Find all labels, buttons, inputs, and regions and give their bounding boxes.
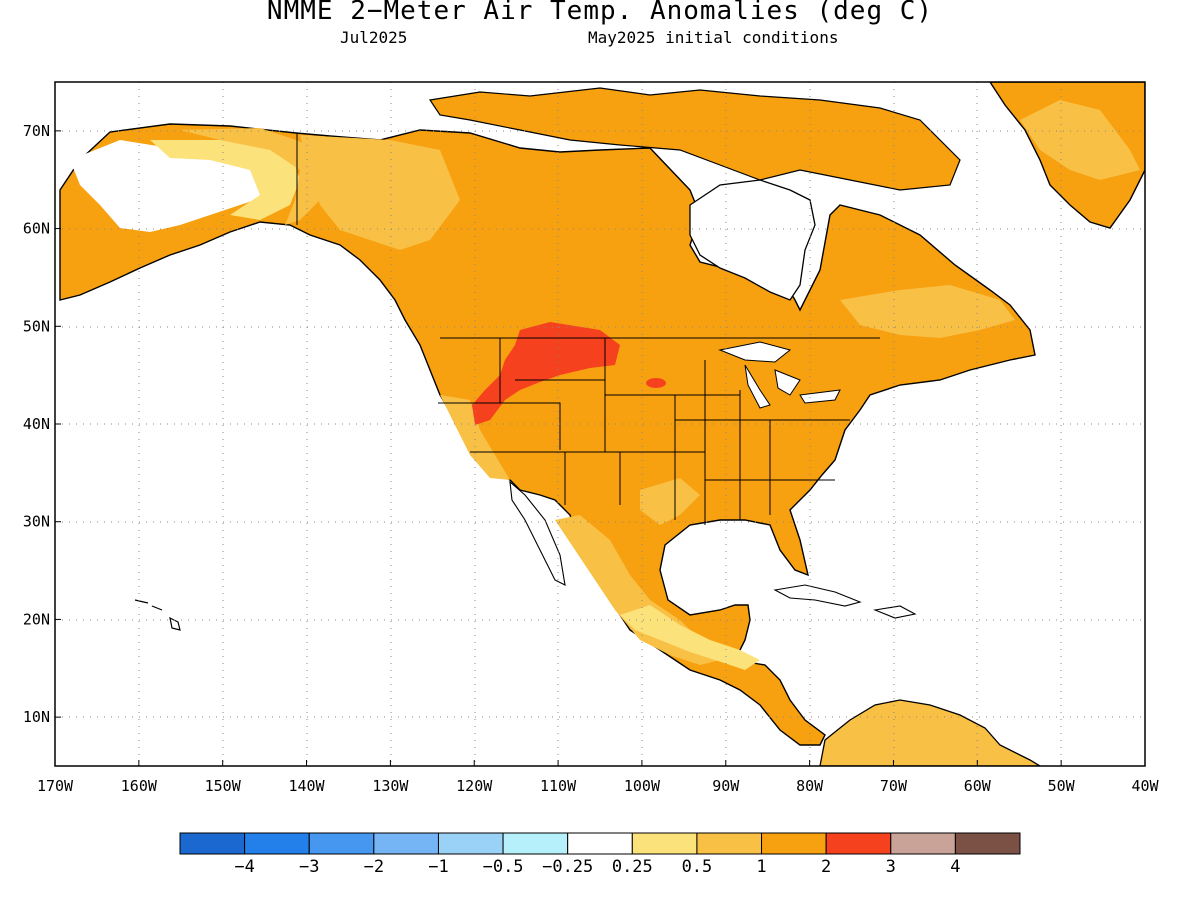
lon-tick-label: 160W	[121, 777, 158, 795]
colorbar-bin	[567, 832, 633, 855]
colorbar-bin	[244, 832, 310, 855]
lon-tick-label: 170W	[37, 777, 74, 795]
anomaly-field	[55, 82, 1145, 766]
gulf-coast-moderate-anomaly	[640, 478, 700, 525]
alaska-near-normal	[70, 140, 270, 232]
colorbar-label: −3	[299, 857, 319, 877]
colorbar-bin	[308, 832, 375, 855]
lon-tick-label: 140W	[288, 777, 325, 795]
state-boundaries	[296, 133, 880, 525]
greenland-moderate-anomaly	[1020, 100, 1140, 180]
colorbar-bin	[631, 832, 698, 855]
lon-tick-label: 100W	[624, 777, 661, 795]
initial-conditions-label: May2025 initial conditions	[588, 28, 839, 47]
colorbar-label: −0.5	[483, 857, 524, 877]
longitude-axis: 170W 160W 150W 140W 130W 120W 110W 100W 90W 80W 70…	[37, 760, 1160, 795]
lat-tick-label: 10N	[23, 708, 50, 726]
colorbar-label: −2	[364, 857, 384, 877]
colorbar: −4 −3 −2 −1 −0.5 −0.25 0.25 0.5 1 2 3 4	[179, 832, 1021, 877]
colorbar-label: 1	[756, 857, 766, 877]
lat-tick-label: 60N	[23, 220, 50, 238]
lon-tick-label: 120W	[456, 777, 493, 795]
colorbar-bin	[696, 832, 763, 855]
alaska-weak-anomaly	[150, 140, 300, 220]
eastern-canada-moderate-anomaly	[840, 285, 1015, 338]
strong-anomaly-dakotas	[646, 378, 666, 388]
target-month-label: Jul2025	[340, 28, 408, 47]
lon-tick-label: 110W	[540, 777, 577, 795]
colorbar-bin	[761, 832, 827, 855]
west-coast-moderate-anomaly	[440, 395, 510, 480]
colorbar-bin	[179, 832, 246, 855]
mexico-weak-anomaly	[620, 605, 760, 670]
colorbar-label: −4	[234, 857, 254, 877]
lat-tick-label: 40N	[23, 415, 50, 433]
lat-tick-label: 50N	[23, 317, 50, 335]
colorbar-label: −1	[428, 857, 448, 877]
colorbar-bin	[437, 832, 504, 855]
colorbar-label: 4	[950, 857, 960, 877]
colorbar-bin	[954, 832, 1021, 855]
colorbar-bin	[373, 832, 439, 855]
hispaniola	[872, 605, 917, 619]
alaska-moderate-anomaly	[180, 128, 340, 225]
lon-tick-label: 50W	[1048, 777, 1076, 795]
strong-anomaly-northern-rockies	[472, 322, 620, 425]
lon-tick-label: 70W	[880, 777, 908, 795]
colorbar-label: 0.5	[682, 857, 713, 877]
hudson-bay	[689, 179, 816, 301]
lat-tick-label: 30N	[23, 513, 50, 531]
colorbar-bin	[502, 832, 569, 855]
lon-tick-label: 80W	[796, 777, 824, 795]
lon-tick-label: 90W	[712, 777, 740, 795]
gulf-of-california	[509, 480, 566, 586]
lon-tick-label: 130W	[372, 777, 409, 795]
colorbar-label: 3	[886, 857, 896, 877]
colorbar-bin	[825, 832, 892, 855]
lat-tick-label: 70N	[23, 122, 50, 140]
colorbar-label: 0.25	[612, 857, 653, 877]
great-lakes	[718, 341, 841, 409]
latitude-axis: 70N 60N 50N 40N 30N 20N 10N	[23, 122, 61, 726]
yukon-moderate-anomaly	[300, 135, 460, 250]
colorbar-bin	[890, 832, 956, 855]
lon-tick-label: 40W	[1131, 777, 1159, 795]
lon-tick-label: 60W	[964, 777, 992, 795]
colorbar-label: 2	[821, 857, 831, 877]
lat-tick-label: 20N	[23, 610, 50, 628]
map-title: NMME 2−Meter Air Temp. Anomalies (deg C)	[266, 0, 934, 26]
lon-tick-label: 150W	[205, 777, 242, 795]
hawaii	[134, 599, 181, 631]
colorbar-label: −0.25	[542, 857, 593, 877]
arctic-islands	[428, 87, 961, 191]
